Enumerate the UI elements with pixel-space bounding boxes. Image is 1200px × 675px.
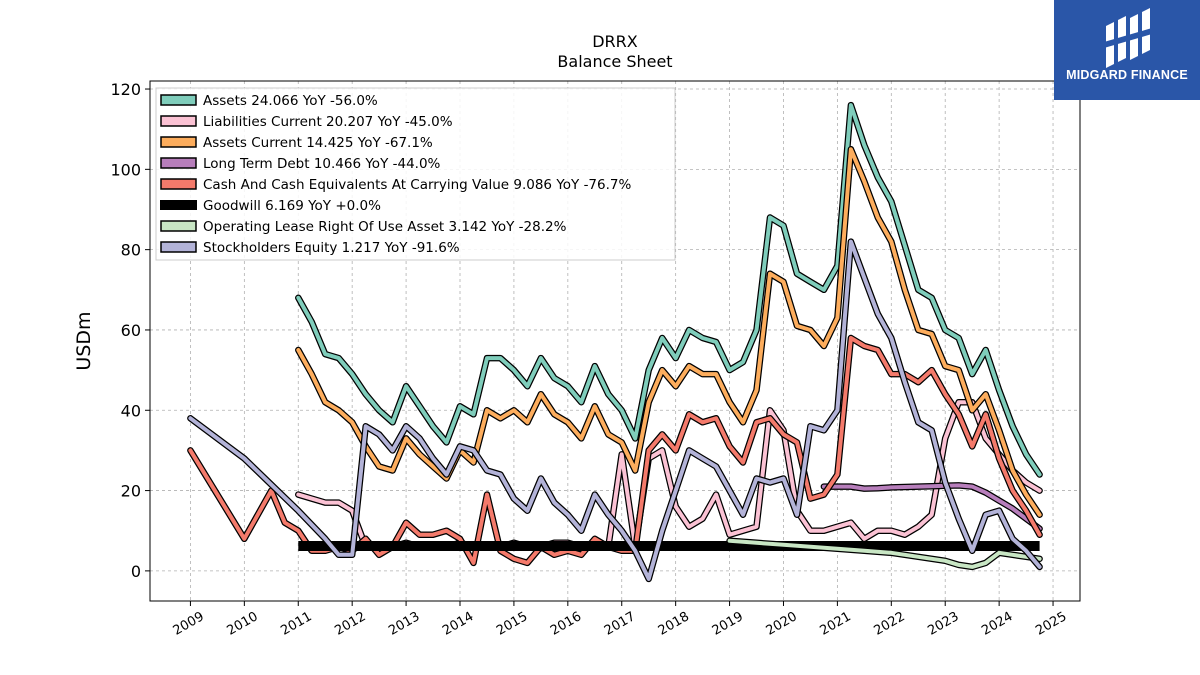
logo-text: MIDGARD FINANCE [1066,68,1188,82]
x-tick-label: 2014 [440,609,476,639]
legend-box [155,87,676,261]
chart-title: DRRX [592,32,638,51]
x-tick-label: 2019 [710,609,746,639]
legend-swatch [160,115,197,127]
x-tick-label: 2021 [818,609,854,639]
x-tick-label: 2025 [1033,609,1069,639]
series-line [296,103,1042,477]
x-tick-label: 2017 [602,609,638,639]
y-axis-label: USDm [73,311,95,370]
legend-label: Long Term Debt 10.466 YoY -44.0% [203,156,441,172]
x-tick-label: 2016 [548,609,584,639]
legend-label: Operating Lease Right Of Use Asset 3.142… [203,219,567,235]
plot-frame [149,80,1081,602]
y-tick-label: 20 [121,482,141,501]
legend-swatch [160,136,197,148]
x-tick-label: 2024 [979,609,1015,639]
series-group [187,101,1043,583]
y-tick-label: 40 [121,401,141,420]
legend-label: Goodwill 6.169 YoY +0.0% [203,198,381,214]
y-tick-label: 60 [121,321,141,340]
legend-swatch [160,94,197,106]
x-tick-label: 2013 [386,609,422,639]
midgard-finance-logo: MIDGARD FINANCE [1054,0,1200,100]
y-tick-label: 100 [110,160,141,179]
y-tick-label: 0 [131,562,141,581]
legend-label: Assets 24.066 YoY -56.0% [203,93,378,109]
x-tick-label: 2009 [171,609,207,639]
legend-swatch [160,200,197,210]
series-line [188,336,1042,565]
legend-swatch [160,178,197,190]
legend-label: Liabilities Current 20.207 YoY -45.0% [203,114,453,130]
y-tick-label: 120 [110,80,141,99]
legend-label: Assets Current 14.425 YoY -67.1% [203,135,433,151]
legend-swatch [160,220,197,232]
x-tick-label: 2012 [332,609,368,639]
y-tick-label: 80 [121,241,141,260]
legend-label: Stockholders Equity 1.217 YoY -91.6% [203,240,460,256]
series-line [296,147,1042,517]
series-line [188,239,1042,581]
series-line [821,483,1042,531]
x-tick-label: 2020 [764,609,800,639]
x-tick-label: 2022 [871,609,907,639]
legend-swatch [160,241,197,253]
x-tick-label: 2010 [225,609,261,639]
x-tick-label: 2015 [494,609,530,639]
x-tick-label: 2018 [656,609,692,639]
logo-mark-icon [1104,8,1152,68]
x-tick-label: 2011 [278,609,314,639]
x-tick-label: 2023 [925,609,961,639]
series-line [727,538,1042,569]
legend-label: Cash And Cash Equivalents At Carrying Va… [203,177,631,193]
chart-subtitle: Balance Sheet [557,52,673,71]
legend-swatch [160,157,197,169]
